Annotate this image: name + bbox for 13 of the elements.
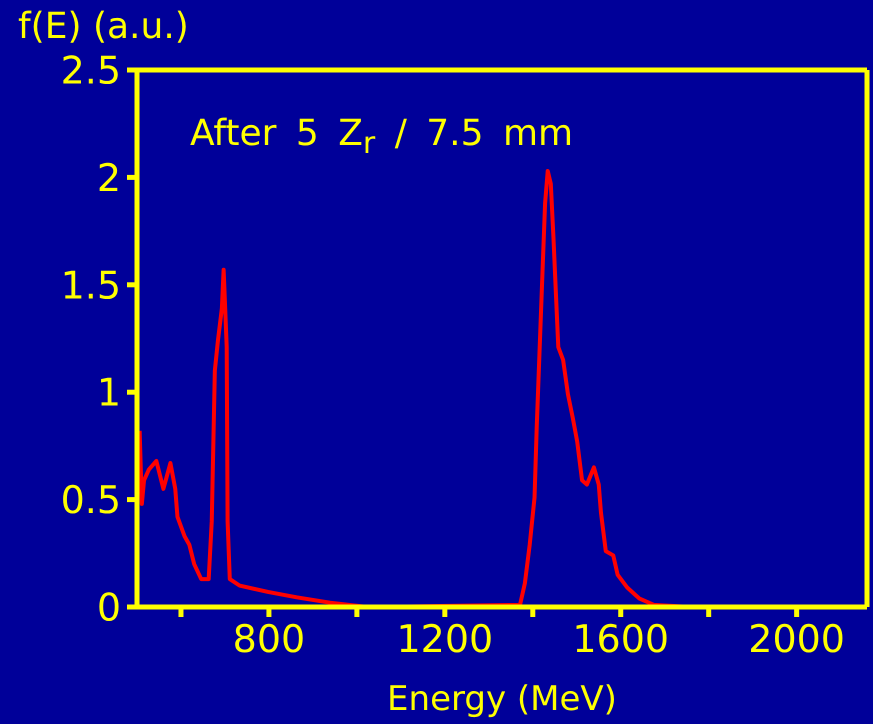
x-tick-label: 1200 <box>396 616 494 661</box>
x-tick-label: 1600 <box>572 616 670 661</box>
y-tick-label: 2 <box>96 156 121 200</box>
annotation: After 5 Z$_{r}$ / 7.5 mm <box>190 112 574 164</box>
y-axis-title: f(E) (a.u.) <box>18 6 189 47</box>
x-tick-label: 800 <box>232 616 306 661</box>
x-axis-title: Energy (MeV) <box>387 679 617 719</box>
y-tick-label: 0 <box>96 585 121 630</box>
y-tick-label: 2.5 <box>60 48 121 92</box>
y-tick-label: 1 <box>96 370 121 415</box>
x-tick-label: 2000 <box>748 616 845 661</box>
y-tick-label: 1.5 <box>60 263 121 308</box>
y-tick-label: 0.5 <box>60 478 121 522</box>
